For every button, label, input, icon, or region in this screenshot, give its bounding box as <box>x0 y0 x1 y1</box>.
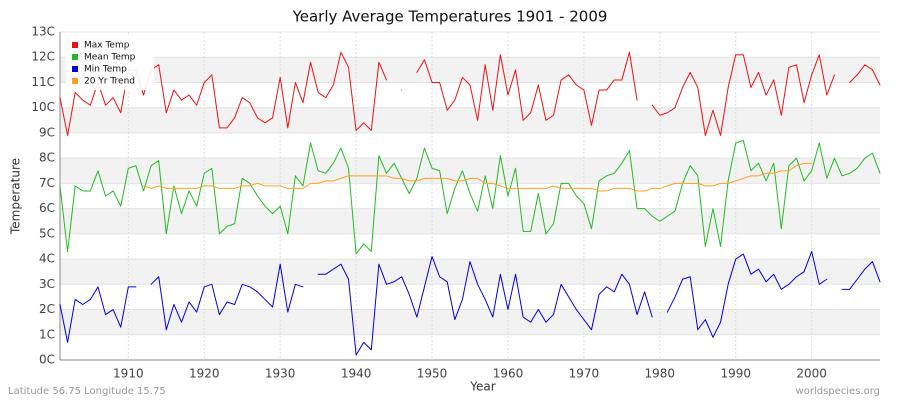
y-tick-label: 6C <box>39 201 55 215</box>
y-tick-label: 7C <box>39 176 55 190</box>
y-tick-label: 13C <box>31 25 55 39</box>
grid-band <box>60 208 880 234</box>
y-tick-label: 5C <box>39 226 55 240</box>
y-tick-label: 9C <box>39 125 55 139</box>
grid-band <box>60 57 880 83</box>
legend-label: Mean Temp <box>84 53 136 63</box>
grid-band <box>60 107 880 133</box>
series-line <box>59 139 881 255</box>
y-tick-label: 1C <box>39 327 55 341</box>
grid-band <box>60 309 880 335</box>
x-tick-label: 1970 <box>569 367 600 381</box>
y-tick-label: 10C <box>31 100 55 114</box>
legend-label: 20 Yr Trend <box>84 77 135 87</box>
grid-band <box>60 158 880 184</box>
y-tick-label: 4C <box>39 252 55 266</box>
legend-swatch <box>72 42 78 48</box>
series-line <box>59 51 881 136</box>
legend-label: Max Temp <box>84 41 130 51</box>
x-tick-label: 1920 <box>189 367 220 381</box>
legend-swatch <box>72 78 78 84</box>
x-tick-label: 1950 <box>417 367 448 381</box>
series-line <box>143 162 813 192</box>
plot-background <box>60 32 880 360</box>
y-tick-label: 8C <box>39 151 55 165</box>
chart-title: Yearly Average Temperatures 1901 - 2009 <box>292 8 608 26</box>
y-tick-label: 0C <box>39 353 55 367</box>
footer-right: worldspecies.org <box>796 386 880 397</box>
x-tick-label: 1930 <box>265 367 296 381</box>
x-tick-label: 1980 <box>645 367 676 381</box>
x-tick-label: 1990 <box>720 367 751 381</box>
x-tick-label: 1910 <box>113 367 144 381</box>
x-axis-label: Year <box>469 380 495 394</box>
legend-swatch <box>72 66 78 72</box>
x-tick-label: 2000 <box>796 367 827 381</box>
footer-left: Latitude 56.75 Longitude 15.75 <box>8 386 166 397</box>
y-tick-label: 3C <box>39 277 55 291</box>
y-tick-label: 11C <box>31 75 55 89</box>
x-tick-label: 1940 <box>341 367 372 381</box>
y-tick-label: 12C <box>31 50 55 64</box>
y-tick-label: 2C <box>39 302 55 316</box>
x-tick-label: 1960 <box>493 367 524 381</box>
legend: Max Temp Mean Temp Min Temp 20 Yr Trend <box>66 36 154 90</box>
legend-swatch <box>72 54 78 60</box>
legend-box <box>66 36 154 90</box>
series-line <box>59 251 881 356</box>
legend-label: Min Temp <box>84 65 127 75</box>
y-axis-label: Temperature <box>9 158 23 235</box>
